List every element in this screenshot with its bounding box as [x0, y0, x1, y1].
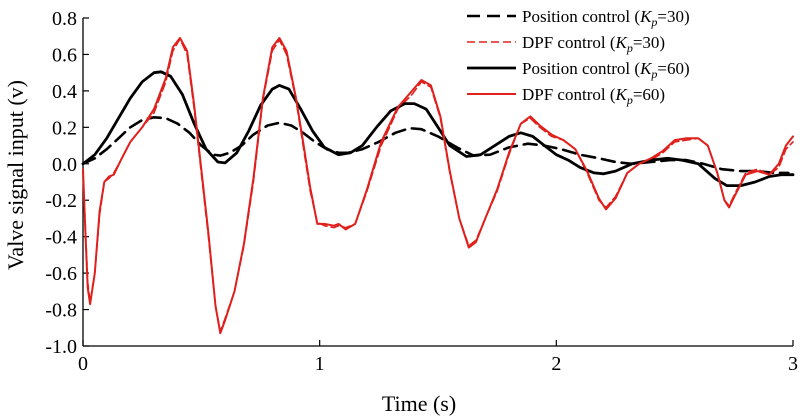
- series-layer: [81, 37, 795, 335]
- y-tick-label: -0.8: [45, 300, 77, 322]
- legend-label-1: Position control (Kp=30): [522, 7, 690, 29]
- y-tick-label: 0.2: [52, 117, 77, 139]
- legend-label-4: DPF control (Kp=60): [522, 85, 665, 107]
- axes: 0.8 0.6 0.4 0.2 0.0 -0.2 -0.4 -0.6 -0.8 -1.00 1 2 3: [45, 8, 798, 375]
- y-tick-label: -0.2: [45, 190, 77, 212]
- y-axis-title: Valve signal input (v): [3, 80, 28, 270]
- legend-label-2: DPF control (Kp=30): [522, 33, 665, 55]
- y-tick-label: 0.8: [52, 8, 77, 30]
- x-tick-label: 3: [788, 353, 798, 375]
- y-tick-label: 0.0: [52, 154, 77, 176]
- y-tick-label: 0.4: [52, 81, 77, 103]
- series-line-2: [82, 38, 794, 333]
- legend-label-3: Position control (Kp=60): [522, 59, 690, 81]
- x-tick-label: 1: [315, 353, 325, 375]
- x-tick-label: 0: [78, 353, 88, 375]
- x-tick-label: 2: [551, 353, 561, 375]
- series-line-1: [81, 116, 790, 175]
- y-tick-label: -1.0: [45, 336, 77, 358]
- y-tick-label: 0.6: [52, 44, 77, 66]
- legend: Position control (Kp=30) DPF control (Kp=…: [467, 7, 690, 107]
- y-tick-label: -0.6: [45, 263, 77, 285]
- x-axis-title: Time (s): [382, 391, 456, 416]
- series-line-4: [82, 37, 794, 335]
- series-line-3: [81, 70, 795, 187]
- y-tick-label: -0.4: [45, 227, 77, 249]
